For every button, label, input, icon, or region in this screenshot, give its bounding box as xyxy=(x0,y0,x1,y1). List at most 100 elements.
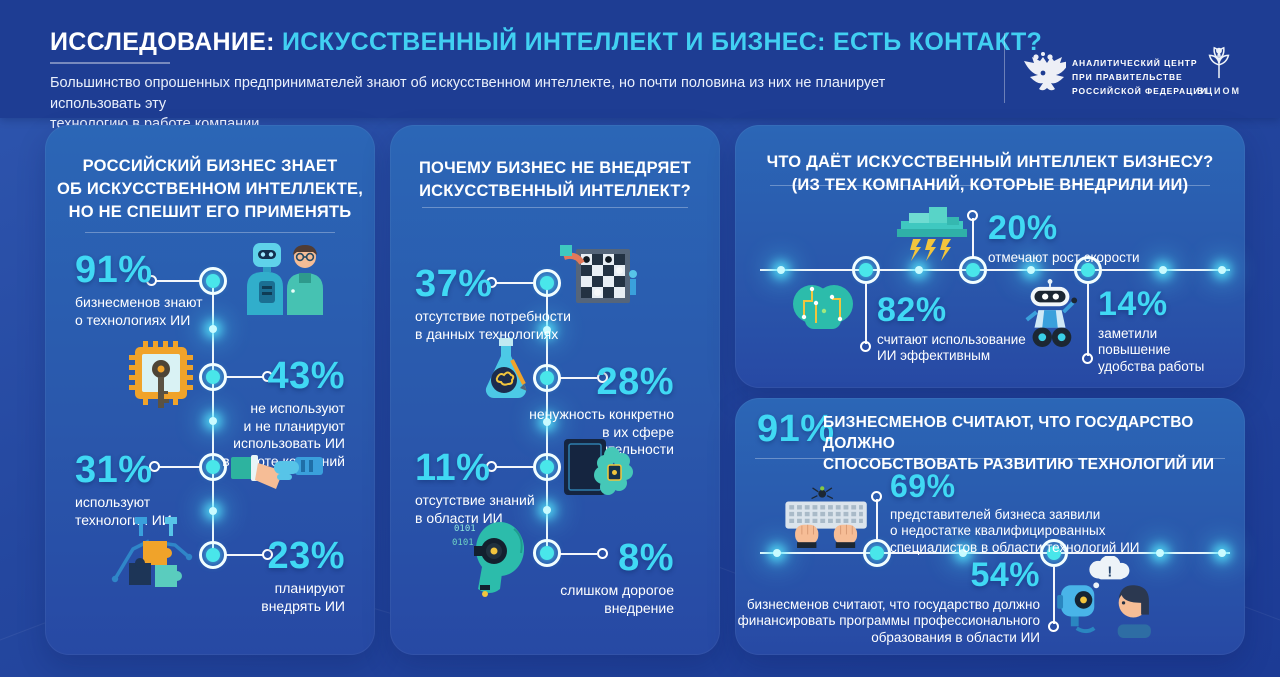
stat-value: 14% xyxy=(1098,285,1168,323)
stat-37-no-need: 37% отсутствие потребности в данных техн… xyxy=(415,265,571,343)
stat-23-plan-adopt: 23% планируют внедрять ИИ xyxy=(261,537,345,615)
stat-54-fund-education: 54% бизнесменов считают, что государство… xyxy=(738,558,1040,646)
stat-caption: используют технологии ИИ xyxy=(75,494,172,528)
stat-82-effective: 82% считают использование ИИ эффективным xyxy=(877,293,1026,365)
stat-value: 69% xyxy=(890,468,956,504)
panel-state-should-support: 91% БИЗНЕСМЕНОВ СЧИТАЮТ, ЧТО ГОСУДАРСТВО… xyxy=(735,398,1245,655)
page-title: ИССЛЕДОВАНИЕ: ИСКУССТВЕННЫЙ ИНТЕЛЛЕКТ И … xyxy=(50,28,1042,57)
glow-dot xyxy=(1159,266,1167,274)
svg-text:0101: 0101 xyxy=(454,524,476,534)
stat-value: 54% xyxy=(970,556,1040,594)
page-title-highlight: ИСКУССТВЕННЫЙ ИНТЕЛЛЕКТ И БИЗНЕС: ЕСТЬ К… xyxy=(281,28,1043,56)
panel-title: ЧТО ДАЁТ ИСКУССТВЕННЫЙ ИНТЕЛЛЕКТ БИЗНЕСУ… xyxy=(766,153,1214,195)
panel-title-underline xyxy=(85,232,335,233)
glow-dot xyxy=(543,326,551,334)
glow-dot xyxy=(1218,266,1226,274)
stat-caption: отмечают рост скорости xyxy=(988,250,1140,265)
panel-title-underline xyxy=(755,458,1225,459)
robotic-arm-puzzle-icon xyxy=(109,515,201,596)
connector-line xyxy=(496,466,533,468)
timeline-node xyxy=(533,269,561,297)
stat-value: 20% xyxy=(988,209,1058,247)
robot-head-binary-icon: 0101 0101 xyxy=(452,515,534,602)
connector-endpoint xyxy=(1048,621,1059,632)
wciom-plant-icon xyxy=(1201,46,1237,84)
flask-brain-icon xyxy=(482,338,530,411)
stat-caption: отсутствие знаний в области ИИ xyxy=(415,492,535,526)
connector-endpoint xyxy=(262,371,273,382)
keyboard-hands-icon xyxy=(785,486,873,553)
glow-dot xyxy=(1156,549,1164,557)
analytical-center-label: АНАЛИТИЧЕСКИЙ ЦЕНТР ПРИ ПРАВИТЕЛЬСТВЕ РО… xyxy=(1072,58,1208,97)
timeline-node xyxy=(1040,539,1068,567)
book-brain-icon xyxy=(562,433,634,504)
stat-value: 43% xyxy=(267,355,345,397)
headline-value: 91% xyxy=(757,408,835,450)
state-eagle-emblem-icon xyxy=(1020,48,1070,94)
connector-line xyxy=(560,377,597,379)
stat-value: 11% xyxy=(415,447,491,489)
timeline-node xyxy=(533,453,561,481)
panel-title: РОССИЙСКИЙ БИЗНЕС ЗНАЕТ ОБ ИСКУССТВЕННОМ… xyxy=(57,157,363,222)
wciom-label: ВЦИОМ xyxy=(1196,86,1242,96)
stat-caption: бизнесменов знают о технологиях ИИ xyxy=(75,294,203,328)
headline-text: БИЗНЕСМЕНОВ СЧИТАЮТ, ЧТО ГОСУДАРСТВО ДОЛ… xyxy=(823,414,1215,473)
svg-text:0101: 0101 xyxy=(452,538,474,548)
stat-caption: отсутствие потребности в данных технолог… xyxy=(415,308,571,342)
connector-endpoint xyxy=(871,491,882,502)
panel-title-underline xyxy=(770,185,1210,186)
connector-endpoint xyxy=(860,341,871,352)
timeline-node xyxy=(533,364,561,392)
stat-20-speed: 20% отмечают рост скорости xyxy=(988,211,1140,266)
stat-caption: бизнесменов считают, что государство дол… xyxy=(737,597,1040,645)
connector-endpoint xyxy=(1082,353,1093,364)
panel-title-underline xyxy=(422,207,688,208)
connector-endpoint xyxy=(597,372,608,383)
connector-line xyxy=(1087,284,1089,356)
stat-value: 8% xyxy=(618,537,674,579)
stat-value: 37% xyxy=(415,263,493,305)
timeline-node xyxy=(199,267,227,295)
glow-dot xyxy=(777,266,785,274)
stat-caption: заметили повышение удобства работы xyxy=(1098,326,1205,374)
robot-human-dialogue-icon: ! xyxy=(1057,555,1153,643)
connector-line xyxy=(865,284,867,344)
stat-value: 28% xyxy=(596,361,674,403)
glow-dot xyxy=(209,417,217,425)
glow-dot xyxy=(1027,266,1035,274)
glow-dot xyxy=(209,325,217,333)
stat-14-convenience: 14% заметили повышение удобства работы xyxy=(1098,287,1204,375)
robot-and-person-icon xyxy=(233,243,333,320)
header: ИССЛЕДОВАНИЕ: ИСКУССТВЕННЫЙ ИНТЕЛЛЕКТ И … xyxy=(0,0,1280,132)
header-divider xyxy=(1004,33,1005,103)
timeline-line xyxy=(760,269,1230,271)
stat-value: 82% xyxy=(877,291,947,329)
glow-dot xyxy=(543,418,551,426)
checkers-robotic-arm-icon xyxy=(560,243,638,314)
timeline-node xyxy=(852,256,880,284)
timeline-node xyxy=(199,363,227,391)
connector-line xyxy=(156,280,200,282)
connector-endpoint xyxy=(597,548,608,559)
subtitle: Большинство опрошенных предпринимателей … xyxy=(50,75,886,132)
storm-cloud-icon xyxy=(895,201,969,268)
stat-91-know-ai: 91% бизнесменов знают о технологиях ИИ xyxy=(75,251,203,329)
circuit-brain-icon xyxy=(789,279,857,342)
glow-dot xyxy=(543,506,551,514)
stat-caption: планируют внедрять ИИ xyxy=(261,580,345,614)
connector-line xyxy=(226,554,263,556)
panel-what-ai-gives: ЧТО ДАЁТ ИСКУССТВЕННЫЙ ИНТЕЛЛЕКТ БИЗНЕСУ… xyxy=(735,125,1245,388)
timeline-node xyxy=(199,541,227,569)
stat-69-lack-specialists: 69% представителей бизнеса заявили о нед… xyxy=(890,470,1140,556)
stat-value: 23% xyxy=(267,535,345,577)
connector-line xyxy=(560,553,597,555)
chip-key-icon xyxy=(129,341,193,414)
glow-dot xyxy=(915,266,923,274)
glow-dot xyxy=(773,549,781,557)
panel-why-not-adopting: ПОЧЕМУ БИЗНЕС НЕ ВНЕДРЯЕТ ИСКУССТВЕННЫЙ … xyxy=(390,125,720,655)
glow-dot xyxy=(209,507,217,515)
stat-11-no-knowledge: 11% отсутствие знаний в области ИИ xyxy=(415,449,535,527)
page-title-prefix: ИССЛЕДОВАНИЕ: xyxy=(50,28,282,56)
timeline-line xyxy=(760,552,1230,554)
stat-caption: слишком дорогое внедрение xyxy=(560,582,674,616)
